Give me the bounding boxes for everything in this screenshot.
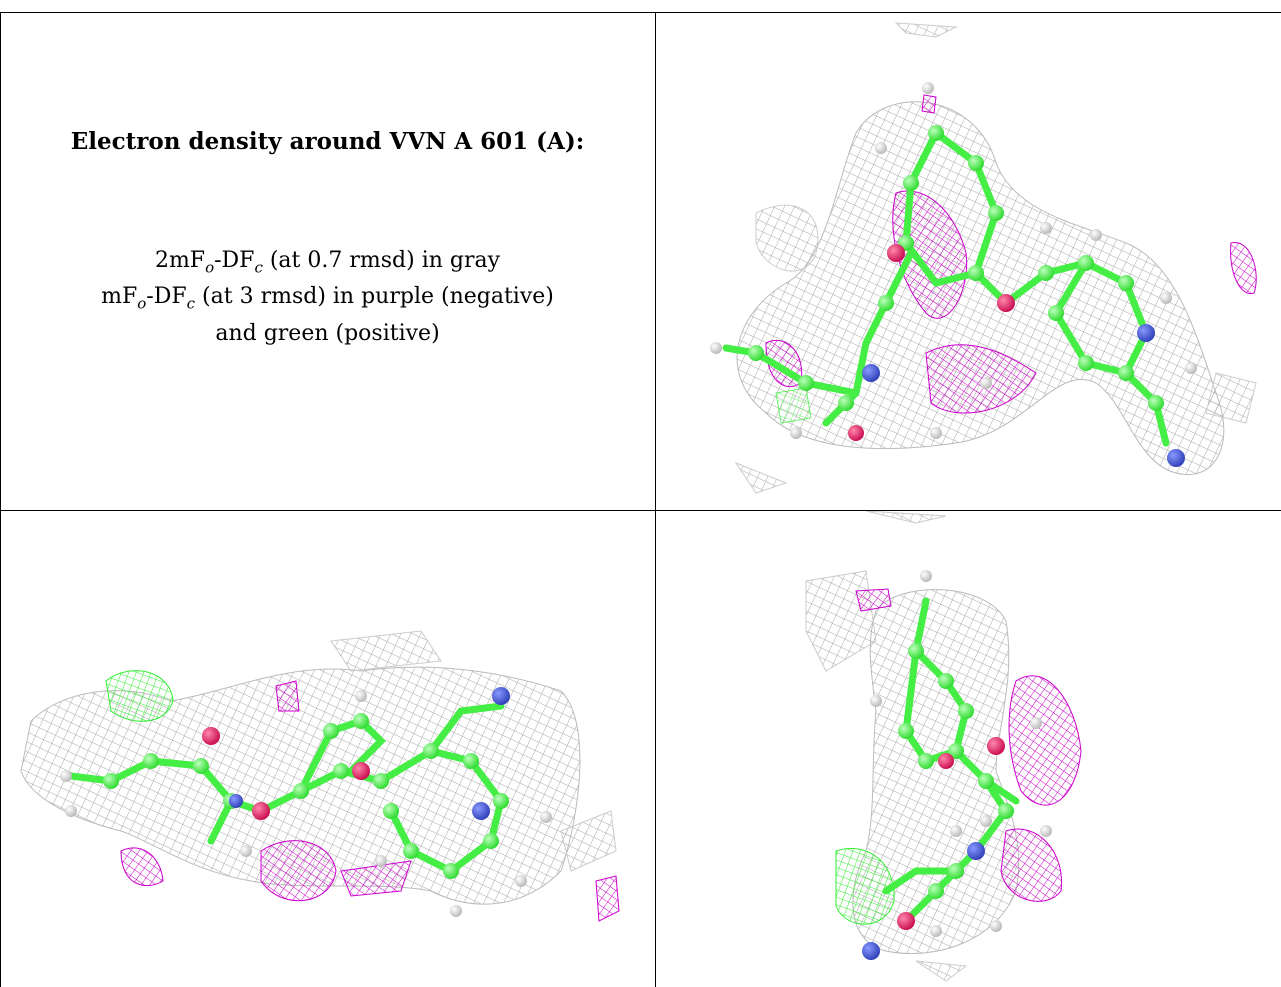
green-density-mesh [105,670,174,722]
caption-title: Electron density around VVN A 601 (A): [70,128,585,155]
ligand-atoms [710,82,1197,467]
center-divider [655,12,656,987]
purple-density-mesh [260,840,337,902]
gray-density-fragment [560,810,617,872]
density-view-bottom-right [656,511,1281,987]
middle-divider [0,510,1281,511]
purple-density-mesh [1000,828,1063,902]
gray-density-fragment [330,630,442,672]
left-border [0,12,1,987]
top-border [0,12,1281,13]
purple-density-mesh [275,680,300,712]
legend-line-purple: mFo-DFc (at 3 rmsd) in purple (negative) [101,284,554,313]
density-view-bottom-left [1,511,655,987]
legend-line-gray: 2mFo-DFc (at 0.7 rmsd) in gray [154,248,501,277]
purple-density-mesh [595,875,620,922]
green-density-mesh [835,847,895,925]
gray-density-fragment [734,461,788,494]
green-density-mesh [775,387,812,424]
gray-density-fragment [865,511,947,524]
caption-legend: 2mFo-DFc (at 0.7 rmsd) in gray mFo-DFc (… [0,246,655,348]
density-view-top-right [656,13,1281,510]
gray-density-fragment [755,204,819,272]
purple-density-mesh [1008,675,1082,806]
gray-density-fragment [805,570,877,672]
purple-density-mesh [1230,242,1257,295]
purple-density-mesh [120,847,164,886]
gray-density-fragment [894,22,958,38]
caption-cell: Electron density around VVN A 601 (A): 2… [0,0,655,510]
ligand-atoms [60,687,552,917]
purple-density-mesh [855,588,892,612]
purple-density-mesh [921,94,937,114]
gray-density-fragment [1205,372,1257,424]
purple-density-mesh [925,344,1037,414]
gray-density-mesh [852,589,1020,954]
legend-line-green: and green (positive) [215,320,440,346]
purple-density-mesh [340,860,412,897]
gray-density-fragment [915,960,968,982]
ligand-atoms [862,570,1052,960]
